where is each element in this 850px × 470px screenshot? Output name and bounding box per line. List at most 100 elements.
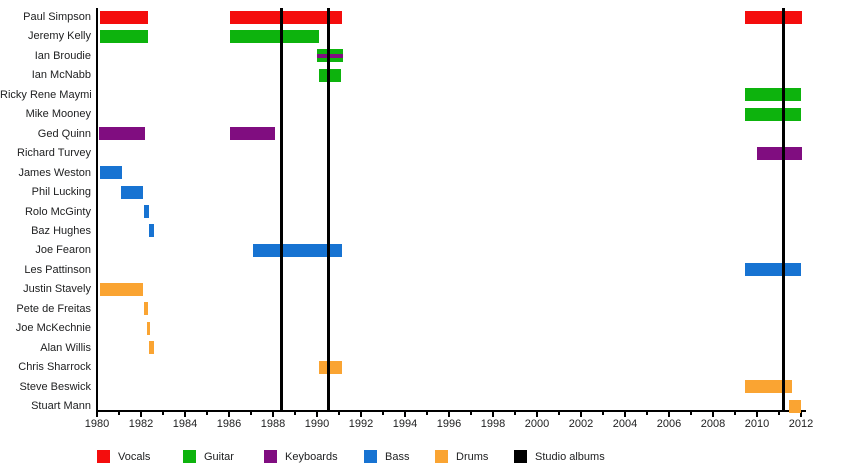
member-label: Chris Sharrock xyxy=(18,361,91,374)
member-label: Mike Mooney xyxy=(25,108,91,121)
legend-swatch-drums xyxy=(435,450,448,463)
x-tick-label: 1990 xyxy=(304,418,330,430)
x-major-tick xyxy=(492,412,494,417)
member-label: Baz Hughes xyxy=(31,224,91,237)
timeline-bar-drums xyxy=(319,360,343,374)
timeline-bar-keyboards xyxy=(230,127,276,141)
member-label: Jeremy Kelly xyxy=(28,30,91,43)
x-major-tick xyxy=(96,412,98,417)
timeline-bar-guitar xyxy=(100,29,148,43)
legend-label-albums: Studio albums xyxy=(535,451,605,463)
member-label: Paul Simpson xyxy=(23,11,91,23)
x-major-tick xyxy=(360,412,362,417)
timeline-bar-keyboards xyxy=(757,146,803,160)
member-label: Stuart Mann xyxy=(31,400,91,412)
timeline-bar-keyboards xyxy=(99,127,146,141)
y-axis-line xyxy=(96,8,98,412)
x-tick-label: 1986 xyxy=(216,418,242,430)
x-tick-label: 1988 xyxy=(260,418,286,430)
timeline-bar-vocals xyxy=(744,10,803,24)
x-minor-tick xyxy=(294,412,296,415)
x-tick-label: 2004 xyxy=(612,418,638,430)
timeline-bar-vocals xyxy=(230,10,343,24)
x-major-tick xyxy=(404,412,406,417)
x-minor-tick xyxy=(690,412,692,415)
x-minor-tick xyxy=(338,412,340,415)
legend-swatch-keyboards xyxy=(264,450,277,463)
timeline-bar-drums xyxy=(788,399,801,413)
member-label: Phil Lucking xyxy=(31,186,91,199)
timeline-bar-guitar xyxy=(319,68,342,82)
member-label: Ian McNabb xyxy=(31,69,91,82)
legend-swatch-bass xyxy=(364,450,377,463)
studio-album-release-line xyxy=(280,8,284,412)
studio-album-release-line xyxy=(326,8,330,412)
timeline-bar-bass xyxy=(100,166,123,180)
x-minor-tick xyxy=(734,412,736,415)
timeline-bar-guitar xyxy=(744,88,801,102)
member-label: Joe McKechnie xyxy=(15,322,91,335)
x-tick-label: 2002 xyxy=(568,418,594,430)
timeline-bar-vocals xyxy=(100,10,148,24)
member-label: Pete de Freitas xyxy=(16,302,91,315)
x-major-tick xyxy=(448,412,450,417)
member-label: Les Pattinson xyxy=(24,263,91,276)
x-minor-tick xyxy=(250,412,252,415)
timeline-bar-drums xyxy=(149,341,155,355)
x-major-tick xyxy=(756,412,758,417)
x-tick-label: 2010 xyxy=(744,418,770,430)
x-tick-label: 2000 xyxy=(524,418,550,430)
x-major-tick xyxy=(228,412,230,417)
dual-role-stripe-keyboards xyxy=(317,53,344,58)
timeline-bar-guitar xyxy=(230,29,320,43)
x-tick-label: 1992 xyxy=(348,418,374,430)
x-tick-label: 1996 xyxy=(436,418,462,430)
x-minor-tick xyxy=(162,412,164,415)
x-minor-tick xyxy=(470,412,472,415)
timeline-bar-drums xyxy=(744,380,793,394)
timeline-bar-drums xyxy=(100,282,144,296)
x-tick-label: 1994 xyxy=(392,418,418,430)
x-major-tick xyxy=(272,412,274,417)
studio-album-release-line xyxy=(781,8,785,412)
x-major-tick xyxy=(668,412,670,417)
x-minor-tick xyxy=(514,412,516,415)
x-minor-tick xyxy=(646,412,648,415)
x-major-tick xyxy=(800,412,802,417)
member-label: Joe Fearon xyxy=(35,244,91,257)
member-label: James Weston xyxy=(18,166,91,179)
x-tick-label: 2012 xyxy=(788,418,814,430)
x-minor-tick xyxy=(558,412,560,415)
member-label: Ricky Rene Maymi xyxy=(0,88,92,101)
member-label: Rolo McGinty xyxy=(24,205,91,218)
x-major-tick xyxy=(624,412,626,417)
legend-label-drums: Drums xyxy=(456,451,489,463)
member-label: Richard Turvey xyxy=(17,147,91,160)
x-minor-tick xyxy=(118,412,120,415)
x-major-tick xyxy=(536,412,538,417)
x-tick-label: 1998 xyxy=(480,418,506,430)
x-major-tick xyxy=(580,412,582,417)
timeline-bar-bass xyxy=(744,263,801,277)
timeline-bar-drums xyxy=(146,321,150,335)
x-axis-line xyxy=(96,410,806,412)
member-label: Ian Broudie xyxy=(34,49,91,62)
legend-label-vocals: Vocals xyxy=(118,451,151,463)
member-label: Steve Beswick xyxy=(19,380,91,393)
member-label: Ged Quinn xyxy=(37,127,91,140)
x-major-tick xyxy=(712,412,714,417)
timeline-bar-guitar xyxy=(744,107,801,121)
legend-swatch-vocals xyxy=(97,450,110,463)
timeline-bar-bass xyxy=(144,205,150,218)
x-minor-tick xyxy=(382,412,384,415)
x-minor-tick xyxy=(206,412,208,415)
timeline-bar-drums xyxy=(144,302,148,316)
x-minor-tick xyxy=(778,412,780,415)
x-tick-label: 2008 xyxy=(700,418,726,430)
legend-swatch-albums xyxy=(514,450,527,463)
timeline-bar-bass xyxy=(121,185,144,199)
x-tick-label: 1982 xyxy=(128,418,154,430)
timeline-bar-guitar xyxy=(317,49,344,63)
timeline-bar-bass xyxy=(253,243,343,257)
